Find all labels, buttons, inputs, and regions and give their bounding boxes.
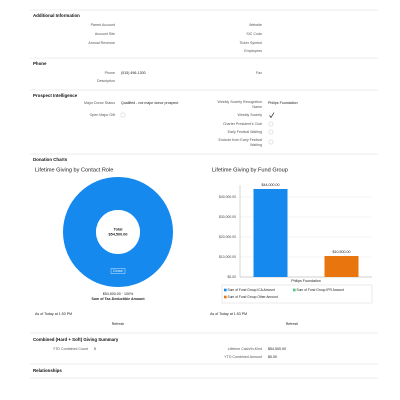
legend-swatch <box>224 295 227 299</box>
field-label: YTD Combined Amount <box>224 355 262 359</box>
field-label: Fax <box>256 71 262 75</box>
checkbox <box>120 112 126 118</box>
field-label: YTD Combined Count <box>53 347 88 351</box>
field-label: SIC Code <box>246 32 262 36</box>
chart-title: Lifetime Giving by Fund Group <box>212 167 288 173</box>
field-label: Annual Revenue <box>88 41 115 45</box>
field-label: Ticker Symbol <box>239 41 262 45</box>
y-tick-label: $0.00 <box>228 275 237 279</box>
center-value: $54,500.00 <box>108 233 127 237</box>
section-title: Prospect Intelligence <box>33 93 78 98</box>
data-label: $10,500.00 <box>333 250 351 254</box>
slice-label-box <box>110 268 126 274</box>
y-tick-label: $30,000.00 <box>219 215 236 219</box>
field-label: Weekly Society Recognition <box>218 100 262 104</box>
as-of: As of Today at 1:53 PM <box>210 312 247 316</box>
field-label: Early Festival Waiting <box>228 130 262 134</box>
bar <box>324 256 359 277</box>
field-label: Major Donor Status <box>84 101 115 105</box>
chart-title: Lifetime Giving by Contact Role <box>35 167 113 173</box>
field-value: Philips Foundation <box>268 101 298 105</box>
refresh-button[interactable]: Refresh <box>112 322 125 326</box>
field-label: Employees <box>244 49 262 53</box>
data-label: $44,000.00 <box>262 183 280 187</box>
y-tick-label: $20,000.00 <box>219 235 236 239</box>
field-label: Phone <box>105 71 115 75</box>
checkmark <box>269 112 275 119</box>
field-label: Account Site <box>95 32 115 36</box>
measure: Sum of Tax-Deductible Amount <box>91 297 145 301</box>
field-value: (515) 496-1300 <box>121 71 146 75</box>
x-tick-label: Philips Foundation <box>291 279 321 283</box>
as-of: As of Today at 1:53 PM <box>35 312 72 316</box>
legend-box <box>221 284 373 304</box>
checkbox <box>268 139 274 145</box>
slice-label: Donor <box>113 269 124 273</box>
field-value: Qualified - not major donor prospect <box>121 101 178 105</box>
field-label: Exclude from Early Festival <box>218 138 262 142</box>
center-title: Total <box>114 228 123 232</box>
y-tick-label: $10,000.00 <box>219 255 236 259</box>
field-label: Name <box>252 105 262 109</box>
legend-label: Sum of Fund Group ICA Amount <box>228 288 275 292</box>
section-title: Additional Information <box>33 13 80 18</box>
section-title: Phone <box>33 61 47 66</box>
field-label: Parent Account <box>91 23 115 27</box>
legend-label: Sum of Fund Group Other Amount <box>228 295 278 299</box>
bar <box>253 189 288 277</box>
field-label: Charter President's Club <box>223 122 262 126</box>
field-label: Lifetime Cash/In-Kind <box>228 347 262 351</box>
y-tick-label: $40,000.00 <box>219 195 236 199</box>
refresh-button[interactable]: Refresh <box>286 322 299 326</box>
donut-hole <box>96 210 140 254</box>
field-label: Website <box>249 23 262 27</box>
field-label: Weekly Society <box>238 113 263 117</box>
donut-slice <box>62 176 173 288</box>
field-value: 0 <box>94 347 96 351</box>
legend-label: Sum of Fund Group IPR Amount <box>297 288 345 292</box>
summary: $54,500.00 · 100% <box>103 292 134 296</box>
section-title: Donation Charts <box>33 157 68 162</box>
field-label: Waiting <box>250 143 262 147</box>
section-title: Relationships <box>33 368 62 373</box>
legend-swatch <box>293 288 296 292</box>
field-label: Description <box>97 79 115 83</box>
section-title: Combined (Hard + Soft) Giving Summary <box>33 337 119 342</box>
field-value: $0.00 <box>268 355 277 359</box>
field-label: Open Major Gift <box>90 113 115 117</box>
checkbox <box>268 121 274 127</box>
checkbox <box>268 129 274 135</box>
field-value: $54,500.00 <box>268 347 286 351</box>
legend-swatch <box>224 288 227 292</box>
